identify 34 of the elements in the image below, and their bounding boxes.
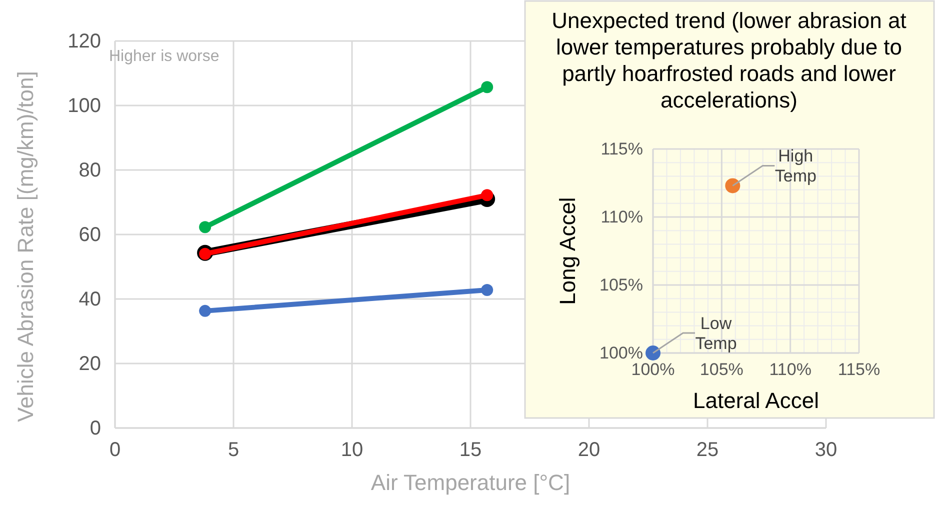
x-tick-label: 30 (814, 439, 838, 462)
point (481, 284, 494, 296)
x-tick-label: 20 (578, 439, 600, 462)
x-axis-title: Air Temperature [°C] (370, 470, 570, 495)
x-tick-label: 5 (228, 439, 240, 462)
y-tick-label: 80 (78, 159, 101, 182)
y-tick-label: 100 (68, 94, 101, 117)
x-tick-label: 0 (109, 439, 121, 462)
x-tick-label: 110% (769, 360, 812, 380)
point (199, 304, 212, 317)
annotation: High Temp (774, 146, 816, 186)
x-axis-title: Lateral Accel (693, 388, 819, 413)
annotation: Low Temp (695, 314, 737, 353)
y-tick-label: 115% (600, 139, 643, 158)
x-tick-label: 105% (700, 360, 744, 380)
y-tick-label: 0 (90, 417, 101, 440)
point (199, 221, 212, 234)
x-tick-label: 25 (696, 439, 719, 462)
x-tick-label: 15 (459, 439, 482, 462)
point (481, 81, 494, 94)
y-tick-label: 40 (78, 288, 101, 310)
y-tick-label: 100% (600, 343, 643, 362)
y-tick-label: 60 (78, 224, 101, 246)
y-tick-label: 120 (68, 30, 101, 52)
y-tick-label: 105% (600, 275, 643, 294)
y-axis-title: Long Accel (555, 197, 580, 305)
point (481, 189, 494, 202)
y-tick-label: 110% (600, 207, 643, 226)
x-tick-label: 115% (838, 360, 880, 380)
x-tick-label: 10 (340, 439, 364, 462)
x-tick-label: 100% (631, 360, 675, 380)
chart-title: Unexpected trend (lower abrasion at lower temperatures probably due to partly hoarfrosted roads and lower accelerations) (552, 8, 906, 112)
y-axis-title: Vehicle Abrasion Rate [(mg/km)/ton] (13, 71, 38, 422)
annotation: Higher is worse (109, 48, 220, 65)
